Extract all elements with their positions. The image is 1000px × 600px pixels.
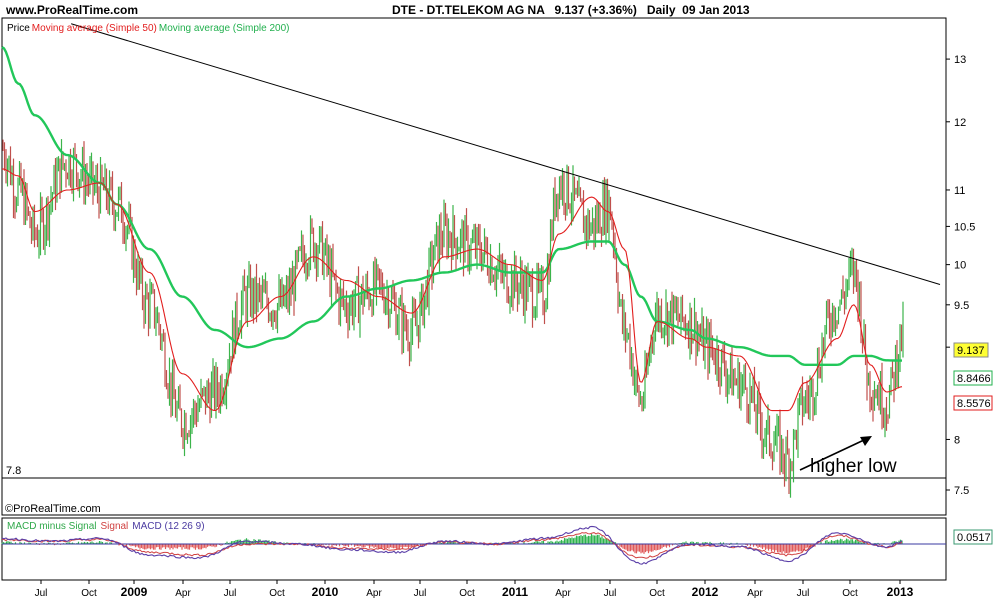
legend-macd: MACD minus Signal Signal MACD (12 26 9) xyxy=(7,521,205,532)
x-tick-label: Oct xyxy=(459,588,475,599)
ma200-line xyxy=(1,46,902,366)
header-bar: www.ProRealTime.com DTE - DT.TELEKOM AG … xyxy=(0,0,1000,18)
price-value-label: 9.137 xyxy=(957,345,985,357)
price-value-box xyxy=(953,342,989,358)
macd-value-box xyxy=(953,529,993,545)
price-bars xyxy=(2,139,904,498)
y-tick-label: 10 xyxy=(954,260,966,272)
legend-macd-label: MACD (12 26 9) xyxy=(132,521,204,532)
higher-low-text: higher low xyxy=(810,456,897,477)
x-tick-label: Jul xyxy=(224,588,237,599)
legend-ma50: Moving average (Simple 50) xyxy=(32,23,157,34)
corner-label: 7.8 xyxy=(6,465,21,477)
legend-signal: Signal xyxy=(100,521,128,532)
x-tick-label: Oct xyxy=(842,588,858,599)
x-tick-label: Oct xyxy=(81,588,97,599)
macd-line xyxy=(1,525,903,565)
x-tick-label: Oct xyxy=(649,588,665,599)
x-tick-label: Jul xyxy=(35,588,48,599)
ma200-value-box xyxy=(953,370,993,386)
ma200-value-label: 8.8466 xyxy=(957,373,991,385)
y-tick-label: 9.5 xyxy=(954,300,969,312)
y-tick-label: 11 xyxy=(954,185,965,197)
copyright: ©ProRealTime.com xyxy=(5,503,101,515)
x-tick-label: Apr xyxy=(175,588,191,599)
macd-panel-frame xyxy=(1,517,947,581)
y-tick-label: 12 xyxy=(954,117,966,129)
y-tick-label: 10.5 xyxy=(954,221,975,233)
x-tick-label: 2010 xyxy=(312,585,339,599)
macd-value-label: 0.0517 xyxy=(957,532,991,544)
ma50-line xyxy=(1,168,903,412)
resistance-trendline xyxy=(71,23,941,285)
x-tick-label: Jul xyxy=(414,588,427,599)
y-tick-label: 7.5 xyxy=(954,485,969,497)
legend-hist: MACD minus Signal xyxy=(7,521,96,532)
x-tick-label: Jul xyxy=(604,588,617,599)
y-tick-label: 8 xyxy=(954,434,960,446)
ma50-value-box xyxy=(953,395,993,411)
x-tick-label: Jul xyxy=(797,588,810,599)
x-tick-label: Oct xyxy=(269,588,285,599)
x-tick-label: Apr xyxy=(366,588,382,599)
ma50-value-label: 8.5576 xyxy=(957,398,991,410)
legend-price: Price Moving average (Simple 50) Moving av… xyxy=(7,23,289,34)
legend-price-label: Price xyxy=(7,23,30,34)
site-url[interactable]: www.ProRealTime.com xyxy=(6,3,139,17)
x-tick-label: 2009 xyxy=(121,585,148,599)
arrow-head xyxy=(860,436,872,446)
y-tick-label: 13 xyxy=(954,54,966,66)
x-tick-label: Apr xyxy=(555,588,571,599)
x-tick-label: 2013 xyxy=(887,585,914,599)
price-panel-frame xyxy=(1,17,947,516)
chart-title: DTE - DT.TELEKOM AG NA 9.137 (+3.36%) Da… xyxy=(392,3,750,17)
x-tick-label: 2012 xyxy=(692,585,719,599)
higher-low-arrow xyxy=(799,439,865,471)
x-tick-label: 2011 xyxy=(502,585,528,599)
legend-ma200: Moving average (Simple 200) xyxy=(159,23,290,34)
x-axis: Jul Oct 2009 Apr Jul Oct 2010 Apr Jul Oct 2011 Apr J… xyxy=(35,580,914,599)
x-tick-label: Apr xyxy=(747,588,763,599)
